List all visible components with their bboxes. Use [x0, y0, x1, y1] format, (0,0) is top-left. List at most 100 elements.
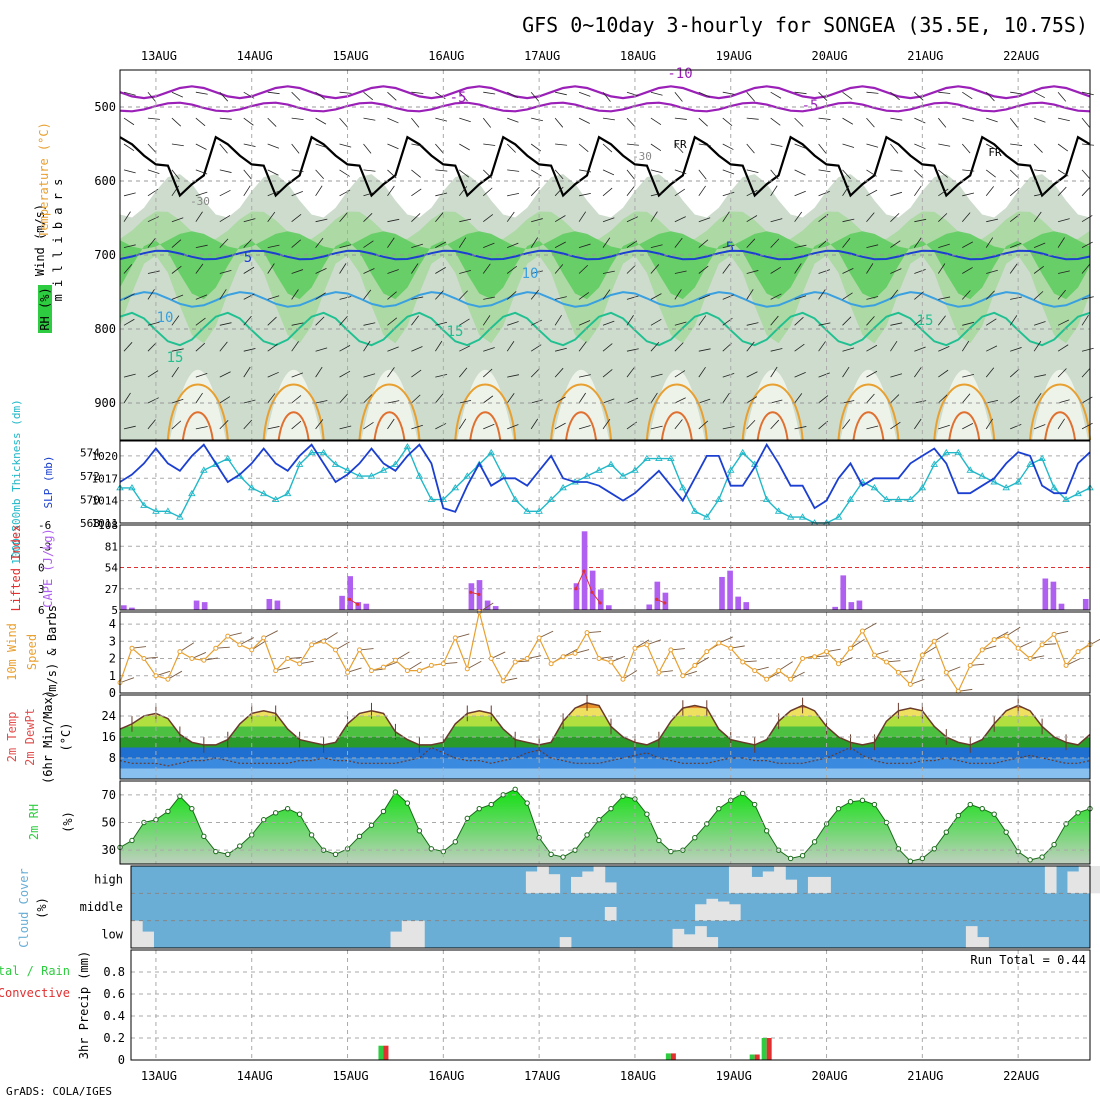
- rh-point: [608, 805, 614, 812]
- wind-barb: [123, 117, 135, 126]
- wind-speed-point: [404, 668, 410, 674]
- cloud-bar: [604, 882, 617, 894]
- slp-line: [119, 442, 1091, 513]
- panel-frame: [119, 780, 1091, 865]
- wind-barb: [195, 392, 203, 404]
- wind-speed-point: [584, 630, 590, 636]
- temp-line: [119, 702, 1091, 746]
- thickness-point: [583, 472, 591, 479]
- wind-speed-point: [380, 664, 386, 670]
- wind-speed-point: [297, 661, 303, 667]
- cape-bar: [654, 581, 661, 610]
- wind-barb: [387, 346, 399, 352]
- cloud-bar: [785, 879, 798, 894]
- rh-area: [120, 789, 1090, 864]
- thickness-point: [1038, 454, 1046, 462]
- wind-barb-10m: [993, 631, 1009, 640]
- wind-barb: [506, 393, 515, 404]
- wind-barb: [531, 218, 543, 223]
- wind-speed-point: [357, 647, 363, 653]
- wind-barb: [195, 372, 208, 378]
- wind-barb: [291, 322, 304, 326]
- wind-barb: [147, 397, 159, 404]
- wind-barb: [650, 264, 660, 274]
- rh-point: [237, 843, 243, 849]
- wind-barb-10m: [790, 671, 805, 680]
- wind-barb: [914, 237, 922, 248]
- rh-point: [488, 801, 494, 808]
- thickness-point: [283, 489, 292, 497]
- cape-bar: [743, 602, 750, 610]
- panel-frame: [130, 949, 1091, 1061]
- cape-bar: [662, 592, 669, 610]
- wind-barb-10m: [323, 632, 338, 642]
- wind-barb: [866, 117, 875, 128]
- wind-barb: [171, 117, 182, 127]
- thickness-point: [643, 454, 651, 462]
- wind-barb: [219, 117, 232, 120]
- wind-barb: [507, 91, 519, 98]
- wind-barb: [818, 269, 831, 274]
- wind-barb: [267, 263, 275, 274]
- wind-barb: [1033, 291, 1044, 300]
- wind-barb: [746, 189, 758, 197]
- wind-barb: [1009, 187, 1020, 197]
- wind-speed-point: [285, 656, 291, 662]
- contour-label: -5: [450, 90, 467, 106]
- wind-barb-10m: [934, 632, 949, 642]
- wind-barb: [1081, 264, 1091, 274]
- wind-barb: [507, 424, 519, 430]
- top-date-axis: 13AUG 14AUG 15AUG 16AUG 17AUG 18AUG 19AUG 20AUG…: [141, 49, 1039, 63]
- wind-barb: [171, 217, 184, 223]
- wind-barb: [1034, 192, 1046, 197]
- thickness-point: [259, 489, 268, 497]
- wind-barb: [578, 91, 591, 97]
- wind-barb: [698, 366, 706, 378]
- rh-point: [1039, 854, 1045, 860]
- wind-speed-point: [656, 669, 662, 675]
- wind-barb: [1009, 315, 1018, 326]
- precip-total-bar: [378, 1045, 384, 1060]
- wind-barb: [435, 192, 448, 197]
- rh-point: [907, 858, 914, 864]
- wind-barb: [267, 426, 280, 430]
- wind-barb: [626, 117, 636, 128]
- wind-speed-point: [392, 657, 398, 663]
- wind-speed-point: [141, 656, 147, 662]
- thickness-point: [212, 460, 220, 467]
- wind-barb: [123, 293, 135, 300]
- dry-plume: [1032, 369, 1089, 440]
- wind-barb: [674, 397, 686, 404]
- wind-barb: [339, 244, 352, 248]
- wind-speed-point: [1015, 645, 1021, 651]
- cloud-bar: [740, 866, 752, 894]
- wind-barb: [339, 370, 351, 378]
- wind-barb: [698, 265, 709, 274]
- thickness-point: [223, 454, 232, 462]
- wind-barb: [914, 218, 927, 223]
- thickness-point: [307, 448, 316, 456]
- wind-barb: [1010, 347, 1022, 352]
- wind-barb: [938, 315, 946, 326]
- cape-bar: [597, 589, 604, 610]
- thickness-point: [762, 495, 771, 503]
- wind-barb: [962, 91, 973, 100]
- rh-point: [763, 828, 770, 834]
- wind-barb: [147, 143, 157, 154]
- wind-barb: [267, 211, 276, 222]
- wind-speed-point: [1003, 633, 1009, 639]
- thickness-point: [1062, 495, 1070, 503]
- wind-speed-point: [824, 649, 830, 655]
- wind-barb: [626, 91, 639, 97]
- thickness-point: [798, 513, 807, 520]
- warm-isotherm: [852, 411, 885, 441]
- wind-speed-point: [488, 656, 494, 662]
- wind-barb: [243, 348, 256, 352]
- wind-barb: [722, 169, 735, 175]
- rh-band: [120, 231, 1090, 300]
- rh-point: [249, 832, 255, 838]
- wind-barb: [842, 400, 855, 404]
- rh-point: [261, 817, 267, 823]
- cape-tick: 81: [105, 540, 118, 553]
- wind-barb: [435, 212, 444, 222]
